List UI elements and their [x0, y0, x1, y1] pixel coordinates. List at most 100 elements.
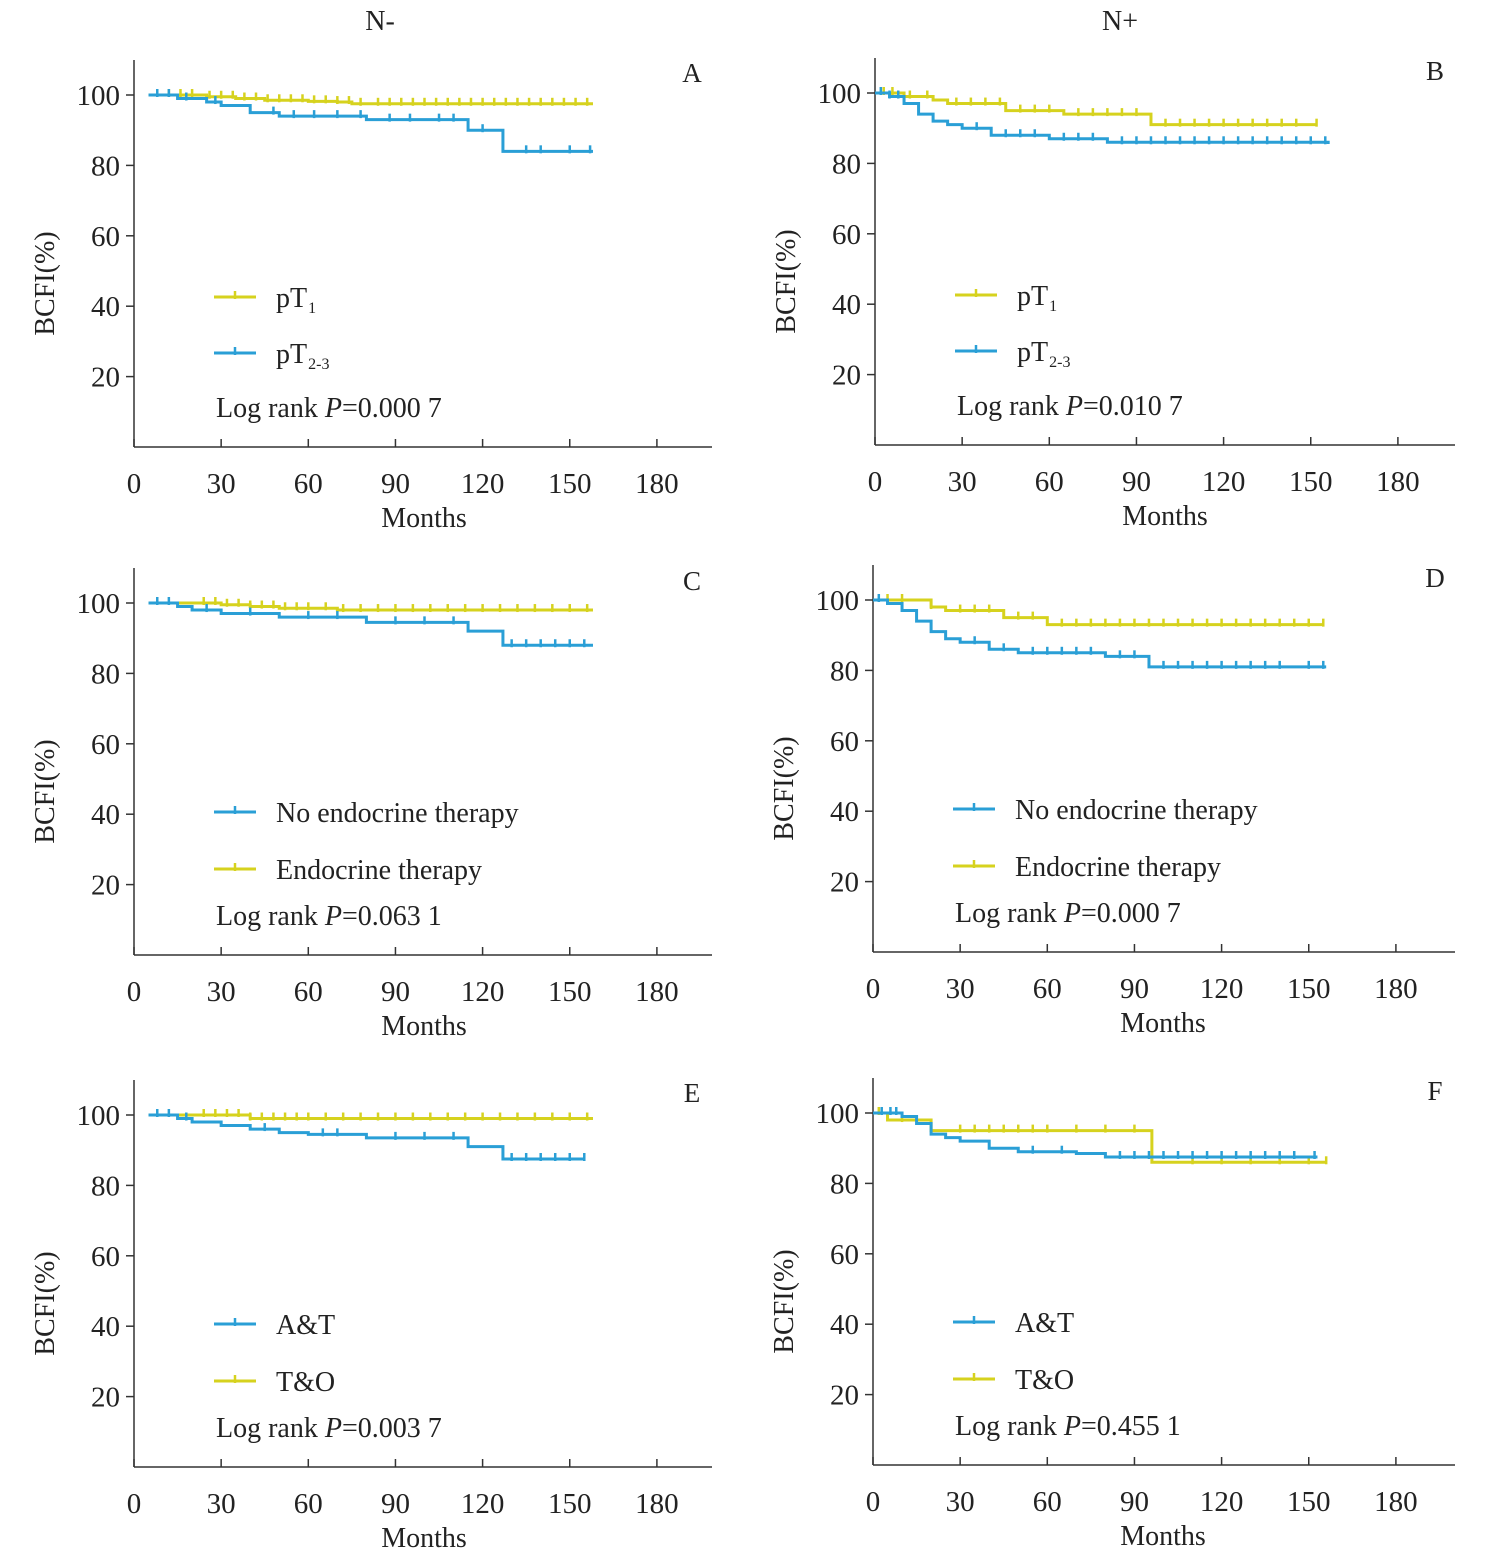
x-tick-label: 60 — [294, 468, 323, 500]
panel-letter: A — [682, 58, 702, 88]
pvalue-symbol: P — [324, 393, 342, 424]
x-axis-title: Months — [1122, 501, 1208, 532]
pvalue-prefix: Log rank — [955, 898, 1064, 929]
pvalue-prefix: Log rank — [955, 1411, 1064, 1442]
pvalue-prefix: Log rank — [216, 1413, 325, 1444]
log-rank-pvalue: Log rank P=0.010 7 — [957, 391, 1183, 422]
pvalue-value: =0.003 7 — [342, 1413, 442, 1444]
x-tick-label: 60 — [294, 1488, 323, 1520]
legend-label: A&T — [276, 1310, 335, 1341]
x-tick-label: 0 — [868, 466, 883, 498]
pvalue-value: =0.010 7 — [1083, 391, 1183, 422]
pvalue-value: =0.063 1 — [342, 901, 442, 932]
y-tick-label: 20 — [91, 870, 120, 902]
pvalue-prefix: Log rank — [957, 391, 1066, 422]
legend-label: No endocrine therapy — [1015, 795, 1258, 826]
x-axis-title: Months — [381, 1523, 467, 1554]
legend-item-2: pT 2-3 — [214, 339, 329, 373]
series-blue — [875, 87, 1330, 145]
series-blue — [148, 89, 593, 154]
y-tick-label: 60 — [830, 726, 859, 758]
legend-item-1: No endocrine therapy — [953, 795, 1258, 826]
legend-label: A&T — [1015, 1308, 1074, 1339]
y-tick-label: 20 — [91, 1382, 120, 1414]
legend-label: T&O — [276, 1367, 335, 1398]
x-tick-label: 60 — [1033, 1486, 1062, 1518]
panel-letter: E — [684, 1078, 701, 1108]
x-axis-title: Months — [381, 503, 467, 534]
y-tick-label: 100 — [77, 588, 121, 620]
x-tick-label: 120 — [461, 976, 505, 1008]
panel-f: 20 40 60 80 100 0 30 60 90 120 150 180 Months BCFI(%)… — [769, 1076, 1455, 1552]
pvalue-symbol: P — [324, 1413, 342, 1444]
x-tick-label: 90 — [381, 468, 410, 500]
y-tick-label: 40 — [91, 799, 120, 831]
legend-subscript: 2-3 — [308, 356, 329, 373]
y-tick-label: 100 — [77, 80, 121, 112]
y-tick-label: 20 — [91, 362, 120, 394]
survival-curve-blue — [875, 91, 1330, 145]
series-yellow — [148, 597, 593, 613]
x-tick-label: 120 — [461, 1488, 505, 1520]
series-yellow — [875, 87, 1318, 127]
pvalue-symbol: P — [324, 901, 342, 932]
x-tick-label: 150 — [548, 468, 592, 500]
y-tick-label: 60 — [830, 1239, 859, 1271]
column-title-n-negative: N- — [365, 6, 395, 37]
series-blue — [148, 1109, 586, 1161]
series-blue — [148, 597, 593, 648]
x-tick-label: 30 — [946, 973, 975, 1005]
series-yellow — [148, 89, 593, 106]
y-tick-label: 40 — [830, 796, 859, 828]
panel-e: 20 40 60 80 100 0 30 60 90 120 150 180 Months BCFI(%)… — [30, 1078, 712, 1554]
x-tick-label: 150 — [1289, 466, 1333, 498]
legend-item-1: No endocrine therapy — [214, 798, 519, 829]
series-blue — [873, 594, 1327, 669]
log-rank-pvalue: Log rank P=0.455 1 — [955, 1411, 1181, 1442]
y-tick-label: 100 — [816, 585, 860, 617]
y-axis-title: BCFI(%) — [30, 231, 61, 335]
legend-item-1: A&T — [953, 1308, 1074, 1339]
legend-label: T&O — [1015, 1365, 1074, 1396]
x-tick-label: 0 — [127, 1488, 142, 1520]
y-tick-label: 80 — [830, 1168, 859, 1200]
legend-item-2: pT 2-3 — [955, 337, 1070, 371]
legend-item-1: pT 1 — [214, 283, 316, 317]
x-tick-label: 90 — [381, 1488, 410, 1520]
x-tick-label: 180 — [1374, 973, 1418, 1005]
y-tick-label: 80 — [91, 150, 120, 182]
survival-curve-blue — [148, 93, 593, 153]
panel-letter: D — [1425, 563, 1445, 593]
y-tick-label: 100 — [816, 1098, 860, 1130]
legend-subscript: 1 — [308, 300, 316, 317]
y-axis-title: BCFI(%) — [769, 736, 800, 840]
legend-label: pT — [1017, 337, 1048, 368]
pvalue-value: =0.000 7 — [1081, 898, 1181, 929]
y-tick-label: 20 — [832, 360, 861, 392]
y-tick-label: 80 — [91, 658, 120, 690]
x-tick-label: 120 — [1200, 1486, 1244, 1518]
panel-letter: B — [1426, 56, 1444, 86]
y-tick-label: 40 — [91, 291, 120, 323]
x-tick-label: 120 — [1202, 466, 1246, 498]
legend-label: Endocrine therapy — [1015, 852, 1221, 883]
y-tick-label: 40 — [830, 1309, 859, 1341]
pvalue-prefix: Log rank — [216, 393, 325, 424]
y-tick-label: 60 — [91, 1241, 120, 1273]
x-tick-label: 150 — [1287, 973, 1331, 1005]
x-tick-label: 180 — [635, 1488, 679, 1520]
y-tick-label: 100 — [818, 78, 862, 110]
y-tick-label: 60 — [91, 221, 120, 253]
y-axis-title: BCFI(%) — [769, 1249, 800, 1353]
x-tick-label: 90 — [1120, 973, 1149, 1005]
x-tick-label: 150 — [548, 976, 592, 1008]
x-axis-title: Months — [381, 1011, 467, 1042]
y-tick-label: 80 — [832, 148, 861, 180]
survival-curve-yellow — [148, 93, 593, 106]
x-tick-label: 150 — [1287, 1486, 1331, 1518]
pvalue-symbol: P — [1065, 391, 1083, 422]
log-rank-pvalue: Log rank P=0.003 7 — [216, 1413, 442, 1444]
x-tick-label: 0 — [127, 976, 142, 1008]
